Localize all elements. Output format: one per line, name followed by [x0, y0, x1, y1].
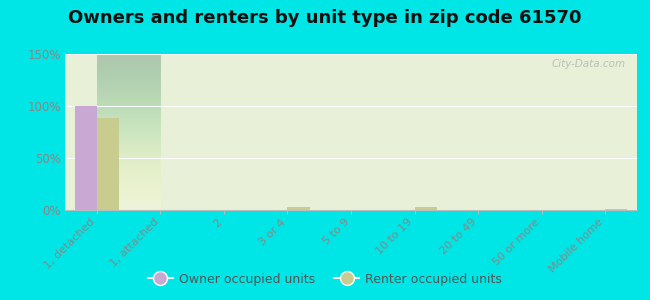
Text: City-Data.com: City-Data.com — [551, 59, 625, 69]
Bar — [75, 106, 97, 210]
Bar — [287, 207, 309, 210]
Legend: Owner occupied units, Renter occupied units: Owner occupied units, Renter occupied un… — [143, 268, 507, 291]
Bar — [605, 209, 627, 210]
Bar — [97, 118, 119, 210]
Text: Owners and renters by unit type in zip code 61570: Owners and renters by unit type in zip c… — [68, 9, 582, 27]
Bar — [415, 207, 437, 210]
